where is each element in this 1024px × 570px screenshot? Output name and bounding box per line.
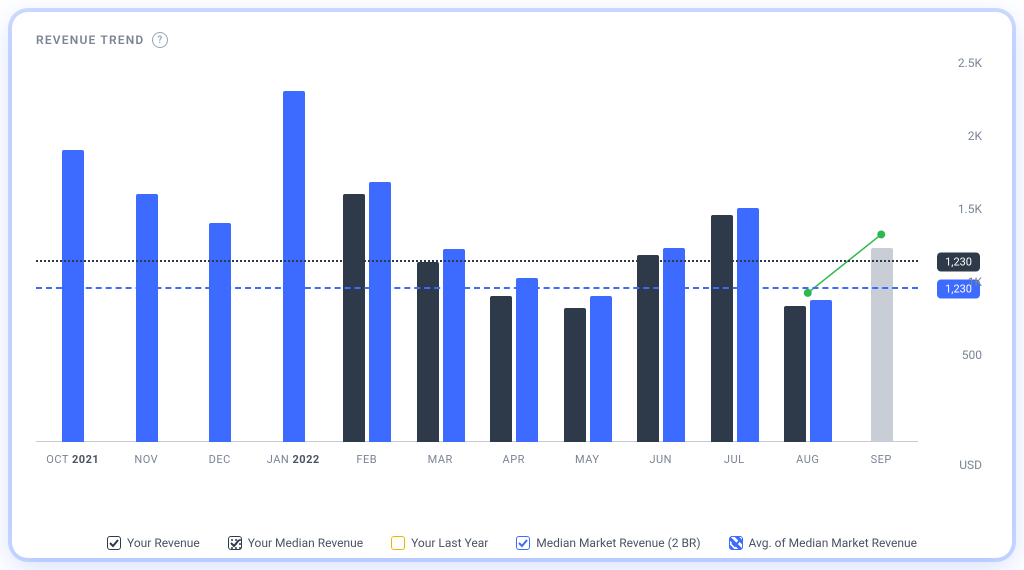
- chart-header: REVENUE TREND ?: [36, 32, 988, 48]
- chart-title: REVENUE TREND: [36, 33, 144, 47]
- month-slot: [698, 62, 772, 442]
- bar-median-market[interactable]: [443, 249, 465, 442]
- month-slot: [330, 62, 404, 442]
- bar-group: [136, 194, 158, 442]
- bar-median-market[interactable]: [369, 182, 391, 442]
- bar-forecast[interactable]: [871, 248, 893, 442]
- y-tick-label: 500: [962, 348, 982, 362]
- month-slot: [771, 62, 845, 442]
- bar-your-revenue[interactable]: [637, 255, 659, 442]
- x-axis-labels: OCT 2021 NOV DEC JAN 2022 FEB MAR APR MAY JUN JUL…: [36, 442, 918, 482]
- bar-median-market[interactable]: [62, 150, 84, 442]
- legend-item-median_market[interactable]: Median Market Revenue (2 BR): [516, 536, 700, 550]
- bar-your-revenue[interactable]: [564, 308, 586, 442]
- y-tick-label: 1.5K: [958, 202, 982, 216]
- bar-median-market[interactable]: [737, 208, 759, 442]
- y-tick-label: 1K: [968, 275, 982, 289]
- legend-swatch: [729, 536, 743, 550]
- bar-your-revenue[interactable]: [490, 296, 512, 442]
- bar-group: [711, 208, 759, 442]
- legend-item-your_last_year[interactable]: Your Last Year: [391, 536, 488, 550]
- legend-swatch: [228, 536, 242, 550]
- y-tick-label: 2K: [968, 129, 982, 143]
- legend-swatch: [107, 536, 121, 550]
- bar-your-revenue[interactable]: [417, 262, 439, 442]
- month-label: JUN: [649, 453, 672, 466]
- bar-group: [637, 248, 685, 442]
- legend-swatch: [391, 536, 405, 550]
- y-tick-label: 2.5K: [958, 56, 982, 70]
- month-label: JUL: [724, 453, 745, 466]
- bar-median-market[interactable]: [283, 91, 305, 442]
- y-axis: USD 5001K1.5K2K2.5K: [926, 62, 988, 442]
- month-label: MAR: [428, 453, 453, 466]
- month-label: DEC: [209, 453, 231, 466]
- legend-item-avg_median[interactable]: Avg. of Median Market Revenue: [729, 536, 918, 550]
- bar-your-revenue[interactable]: [343, 194, 365, 442]
- bar-group: [283, 91, 305, 442]
- help-icon[interactable]: ?: [152, 32, 168, 48]
- bar-group: [784, 300, 832, 442]
- bar-median-market[interactable]: [516, 278, 538, 442]
- month-slot: [551, 62, 625, 442]
- month-slot: [36, 62, 110, 442]
- legend-label: Median Market Revenue (2 BR): [536, 536, 700, 550]
- bar-group: [490, 278, 538, 442]
- reference-line-your_median: [36, 260, 918, 262]
- bar-median-market[interactable]: [810, 300, 832, 442]
- bar-group: [871, 248, 893, 442]
- month-label: AUG: [796, 453, 819, 466]
- revenue-trend-card: REVENUE TREND ? 1,2301,230 USD 500 1K 1.5K…: [12, 12, 1012, 558]
- month-label: MAY: [575, 453, 599, 466]
- bar-group: [209, 223, 231, 442]
- bars-layer: [36, 62, 918, 442]
- bar-your-revenue[interactable]: [784, 306, 806, 442]
- chart-plot-area: 1,2301,230: [36, 62, 918, 442]
- legend-label: Avg. of Median Market Revenue: [749, 536, 918, 550]
- bar-median-market[interactable]: [136, 194, 158, 442]
- legend-label: Your Revenue: [127, 536, 200, 550]
- month-label: APR: [503, 453, 525, 466]
- month-slot: [404, 62, 478, 442]
- legend-swatch: [516, 536, 530, 550]
- chart-container: 1,2301,230 USD 500 1K 1.5K 2K 2.5K OCT 2021 N…: [36, 52, 988, 482]
- month-label: NOV: [134, 453, 158, 466]
- reference-line-market_median: [36, 287, 918, 289]
- legend-label: Your Median Revenue: [248, 536, 363, 550]
- month-label: SEP: [871, 453, 892, 466]
- month-slot: [110, 62, 184, 442]
- bar-group: [417, 249, 465, 442]
- legend: Your Revenue Your Median Revenue Your Last…: [12, 536, 1012, 550]
- bar-median-market[interactable]: [663, 248, 685, 442]
- bar-group: [62, 150, 84, 442]
- bar-median-market[interactable]: [209, 223, 231, 442]
- legend-item-your_median[interactable]: Your Median Revenue: [228, 536, 363, 550]
- month-slot: [845, 62, 919, 442]
- month-slot: [477, 62, 551, 442]
- month-slot: [257, 62, 331, 442]
- bar-group: [564, 296, 612, 442]
- bar-group: [343, 182, 391, 442]
- legend-item-your_revenue[interactable]: Your Revenue: [107, 536, 200, 550]
- month-label: JAN 2022: [267, 453, 320, 466]
- month-label: FEB: [356, 453, 377, 466]
- legend-label: Your Last Year: [411, 536, 488, 550]
- month-slot: [183, 62, 257, 442]
- month-label: OCT 2021: [46, 453, 99, 466]
- bar-your-revenue[interactable]: [711, 215, 733, 442]
- bar-median-market[interactable]: [590, 296, 612, 442]
- y-unit-label: USD: [959, 458, 982, 472]
- month-slot: [624, 62, 698, 442]
